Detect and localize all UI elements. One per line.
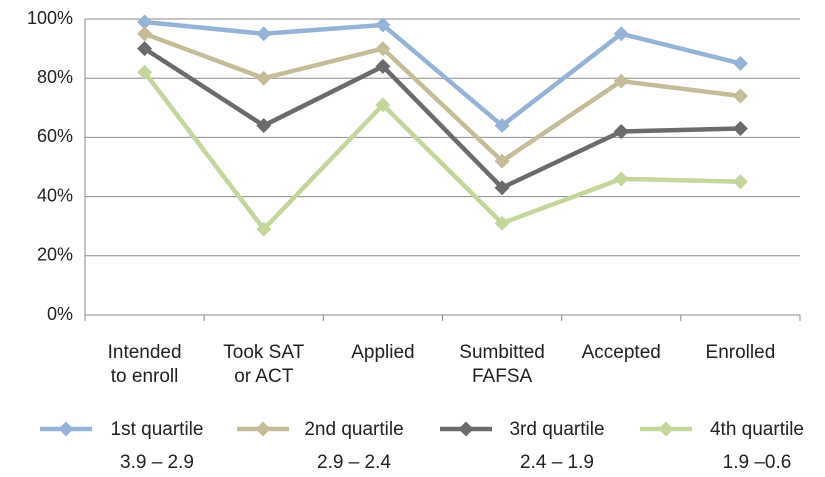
x-tick-label: Applied — [351, 342, 415, 363]
series-line — [144, 19, 741, 128]
x-tick-label: Enrolled — [705, 342, 776, 363]
point-marker — [375, 41, 391, 57]
point-marker — [494, 118, 510, 134]
point-marker — [732, 55, 748, 71]
legend-label: 4th quartile 1.9 –0.6 — [709, 419, 804, 473]
point-marker — [613, 73, 629, 89]
point-marker — [375, 97, 391, 113]
point-marker — [137, 26, 153, 42]
point-marker — [137, 64, 153, 80]
x-tick-label: Took SAT or ACT — [223, 342, 305, 387]
point-marker — [494, 153, 510, 169]
legend-swatch-marker — [255, 421, 271, 437]
series-line — [143, 31, 741, 164]
legend-label: 2nd quartile 2.9 – 2.4 — [304, 419, 404, 473]
legend-swatch-marker — [458, 421, 474, 437]
x-tick-label: Accepted — [581, 342, 661, 363]
y-tick-label: 80% — [37, 67, 73, 87]
point-marker — [494, 180, 510, 196]
y-tick-label: 60% — [37, 126, 73, 146]
point-marker — [613, 123, 629, 139]
point-marker — [256, 26, 272, 42]
y-tick-label: 40% — [37, 185, 73, 205]
x-tick-label: Sumbitted FAFSA — [459, 342, 545, 387]
point-marker — [494, 215, 510, 231]
series-line — [142, 70, 741, 232]
point-marker — [256, 118, 272, 134]
series-line — [143, 46, 741, 190]
point-marker — [732, 121, 748, 137]
legend-swatch-marker — [58, 421, 74, 437]
point-marker — [732, 88, 748, 104]
point-marker — [137, 41, 153, 57]
point-marker — [613, 26, 629, 42]
y-tick-label: 100% — [27, 8, 73, 28]
point-marker — [375, 17, 391, 33]
point-marker — [137, 14, 153, 30]
point-marker — [375, 58, 391, 74]
y-tick-label: 20% — [37, 245, 73, 265]
y-tick-label: 0% — [47, 304, 73, 324]
legend-label: 1st quartile 3.9 – 2.9 — [110, 419, 204, 473]
x-tick-label: Intended to enroll — [107, 342, 182, 387]
legend-swatch-marker — [658, 421, 674, 437]
legend-label: 3rd quartile 2.4 – 1.9 — [509, 419, 605, 473]
point-marker — [613, 171, 629, 187]
point-marker — [732, 174, 748, 190]
point-marker — [256, 70, 272, 86]
point-marker — [256, 221, 272, 237]
